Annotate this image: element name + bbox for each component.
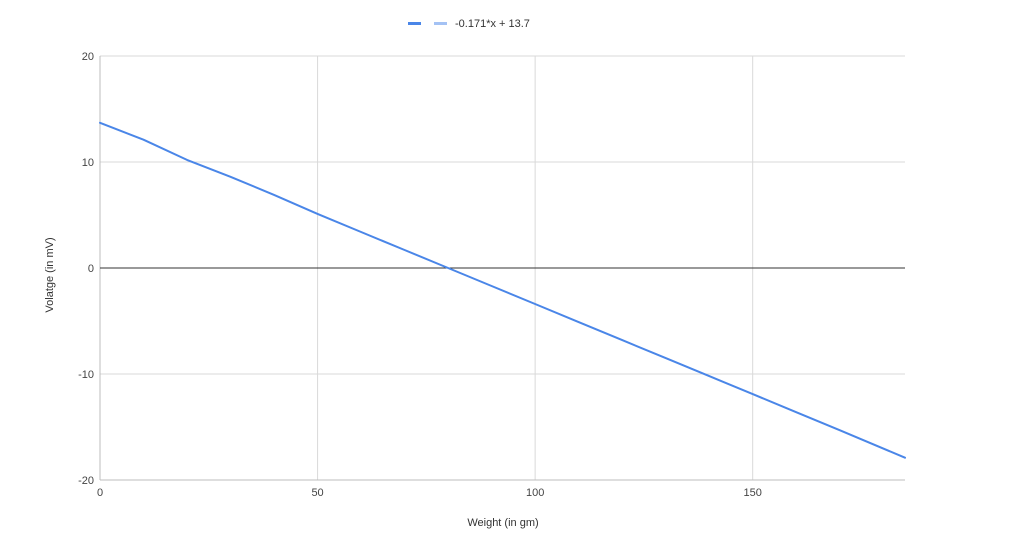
y-tick-label: 20 xyxy=(82,51,94,63)
x-tick-label: 50 xyxy=(311,487,323,499)
y-tick-label: -20 xyxy=(78,475,94,487)
y-axis-title: Volatge (in mV) xyxy=(44,237,56,312)
x-tick-label: 150 xyxy=(744,487,762,499)
legend-trendline-swatch xyxy=(434,22,447,25)
series-line xyxy=(99,121,906,459)
x-axis-title: Weight (in gm) xyxy=(467,517,538,529)
legend-series-swatch xyxy=(408,22,421,25)
legend: -0.171*x + 13.7 xyxy=(408,18,530,30)
series-group xyxy=(99,121,906,459)
y-tick-label: 10 xyxy=(82,157,94,169)
y-tick-labels: 20 10 0 -10 -20 xyxy=(78,51,94,487)
x-tick-labels: 0 50 100 150 xyxy=(97,487,762,499)
y-tick-label: -10 xyxy=(78,369,94,381)
y-tick-label: 0 xyxy=(88,263,94,275)
x-tick-label: 0 xyxy=(97,487,103,499)
x-tick-label: 100 xyxy=(526,487,544,499)
legend-trendline-label: -0.171*x + 13.7 xyxy=(455,18,530,30)
